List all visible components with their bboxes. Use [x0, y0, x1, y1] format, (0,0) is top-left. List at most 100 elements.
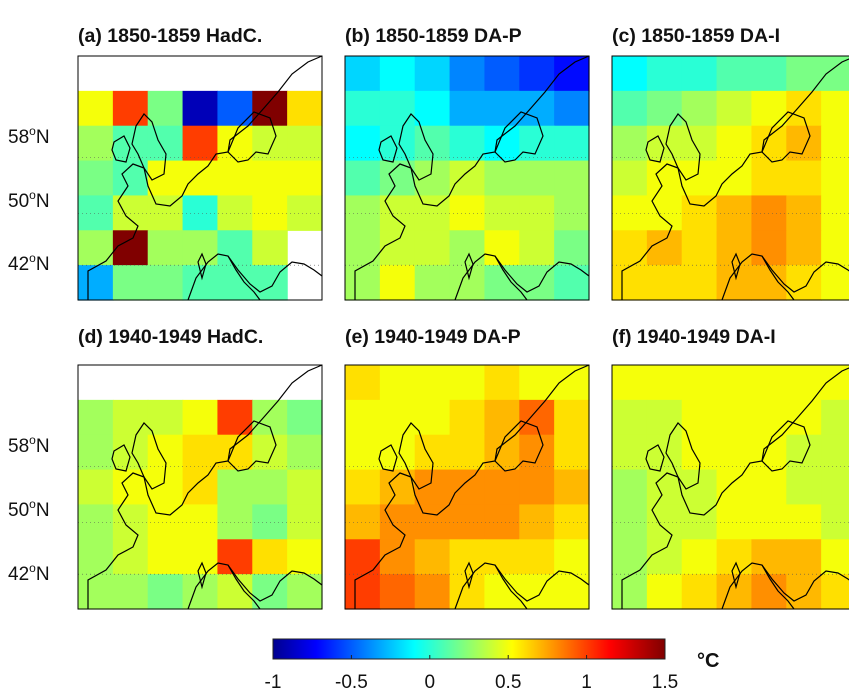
grid-cell: [449, 230, 486, 266]
grid-cell: [612, 365, 648, 401]
grid-cell: [751, 539, 787, 575]
lat-value: 58: [8, 436, 29, 457]
grid-cell: [147, 469, 184, 506]
map-panel-d: [77, 364, 323, 610]
grid-cell: [646, 574, 683, 610]
grid-cell: [786, 90, 822, 127]
grid-cell: [751, 399, 787, 436]
coastline-path: [721, 253, 849, 301]
panel-frame: [77, 55, 323, 301]
lat-suffix: N: [36, 500, 50, 521]
coastline: [354, 364, 590, 610]
coastline: [621, 367, 849, 610]
grid-cell: [646, 56, 683, 92]
grid-cell: [751, 365, 787, 401]
grid-cell: [379, 125, 416, 162]
grid-cell: [287, 574, 323, 610]
grid-cell: [786, 365, 822, 401]
lat-label-42-top: 42oN: [8, 251, 50, 275]
grid-cell: [484, 56, 520, 92]
grid-cell: [681, 399, 718, 436]
grid-cell: [345, 265, 381, 301]
grid-cell: [449, 365, 486, 401]
grid-cell: [821, 125, 849, 162]
grid-cell: [345, 195, 381, 231]
grid-cell: [182, 90, 219, 127]
grid-cell: [681, 90, 718, 127]
grid-cell: [345, 365, 381, 401]
grid-cell: [612, 574, 648, 610]
grid-cell: [379, 230, 416, 266]
grid-cell: [78, 469, 114, 506]
grid-cell: [78, 125, 114, 162]
coastline-path: [454, 562, 590, 610]
lat-value: 42: [8, 254, 29, 275]
grid-cell: [821, 265, 849, 301]
coastline-path: [464, 252, 474, 281]
grid-cell: [252, 160, 288, 197]
coastline-path: [621, 58, 849, 300]
grid-cell: [112, 230, 149, 266]
coastline-path: [111, 135, 131, 163]
panel-title-c: (c) 1850-1859 DA-I: [612, 25, 780, 47]
grid-cell: [786, 539, 822, 575]
grid-cell: [612, 230, 648, 266]
grid-cell: [751, 469, 787, 506]
grid-cell: [751, 160, 787, 197]
grid-cell: [681, 195, 718, 231]
map-panel-a: [77, 55, 323, 301]
grid-cell: [147, 230, 184, 266]
lat-suffix: N: [36, 564, 50, 585]
grid-cell: [449, 504, 486, 540]
grid-cell: [751, 230, 787, 266]
grid-cell: [681, 265, 718, 301]
grid-cell: [345, 125, 381, 162]
grid-cell: [519, 125, 555, 162]
grid-cell: [414, 195, 451, 231]
grid-cell: [449, 90, 486, 127]
grid-cell: [716, 195, 753, 231]
grid-cell: [821, 399, 849, 436]
grid-cell: [379, 365, 416, 401]
grid-cell: [612, 399, 648, 436]
grid-cell: [646, 365, 683, 401]
coastline: [87, 364, 323, 610]
grid-cell: [554, 265, 590, 301]
lat-value: 58: [8, 127, 29, 148]
grid-cell: [716, 469, 753, 506]
grid-cell: [821, 469, 849, 506]
grid-cell: [786, 434, 822, 471]
grid-cell: [379, 265, 416, 301]
grid-cell: [519, 365, 555, 401]
grid-cell: [182, 504, 219, 540]
panel-frame: [77, 364, 323, 610]
grid-cell: [414, 574, 451, 610]
grid-cell: [646, 265, 683, 301]
panel-frame: [344, 55, 590, 301]
grid-cell: [379, 399, 416, 436]
panel-frame: [611, 364, 849, 610]
grid-cell: [414, 90, 451, 127]
grid-cell: [612, 195, 648, 231]
grid-cell: [646, 399, 683, 436]
coastline-path: [494, 420, 544, 472]
coastline-path: [111, 444, 131, 472]
coastline-path: [398, 422, 434, 490]
grid-cell: [786, 399, 822, 436]
grid-cell: [821, 539, 849, 575]
lat-degree: o: [29, 188, 36, 202]
grid-cell: [716, 125, 753, 162]
lat-suffix: N: [36, 191, 50, 212]
grid-cell: [751, 265, 787, 301]
grid-cell: [112, 265, 149, 301]
grid-cell: [484, 90, 520, 127]
colorbar-ticks: -1 -0.5 0 0.5 1 1.5: [265, 655, 678, 693]
colorbar: [272, 638, 666, 660]
grid-cell: [716, 365, 753, 401]
grid-cell: [786, 469, 822, 506]
grid-cell: [182, 195, 219, 231]
grid-cell: [554, 399, 590, 436]
grid-cell: [147, 399, 184, 436]
grid-cell: [716, 399, 753, 436]
grid-cell: [345, 90, 381, 127]
